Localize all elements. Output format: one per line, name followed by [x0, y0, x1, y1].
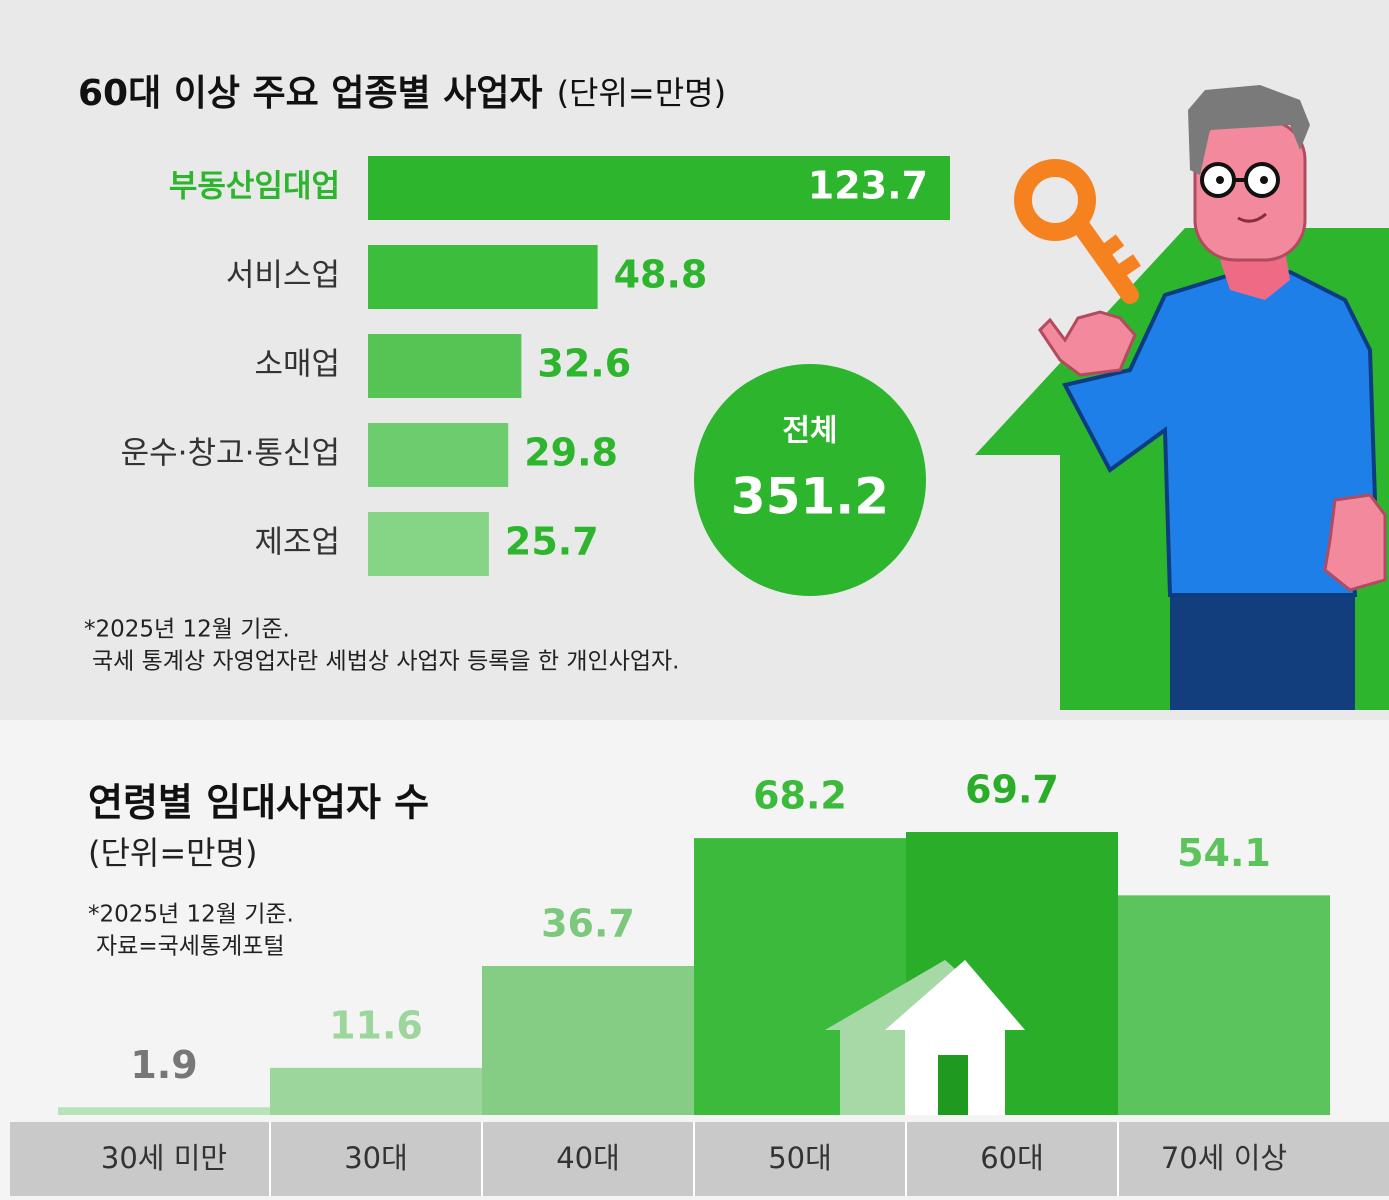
bar: [368, 334, 522, 398]
category-label: 70세 이상: [1161, 1141, 1287, 1175]
key-tooth: [1111, 254, 1141, 281]
key-tooth: [1095, 234, 1125, 261]
value-label: 25.7: [505, 520, 599, 564]
eye: [1260, 176, 1268, 184]
unit-text: (단위=만명): [557, 74, 727, 112]
chart-title: 60대 이상 주요 업종별 사업자 (단위=만명): [78, 73, 726, 114]
category-label: 소매업: [254, 347, 340, 383]
bar: [270, 1067, 482, 1115]
value-label: 11.6: [329, 1003, 423, 1047]
key: [1014, 159, 1141, 304]
category-label: 50대: [768, 1141, 832, 1175]
bar: [58, 1107, 270, 1115]
value-label: 123.7: [808, 164, 928, 208]
value-label: 68.2: [753, 774, 847, 818]
house-door: [938, 1055, 968, 1115]
value-label: 54.1: [1177, 831, 1271, 875]
illustration: [975, 85, 1389, 710]
bar: [482, 965, 694, 1115]
unit-text: (단위=만명): [88, 834, 258, 872]
note: 국세 통계상 자영업자란 세법상 사업자 등록을 한 개인사업자.: [92, 649, 680, 675]
total-circle: [694, 364, 926, 596]
note: 자료=국세통계포털: [96, 934, 285, 960]
bar: [1118, 895, 1330, 1115]
shirt: [1062, 269, 1378, 597]
value-label: 36.7: [541, 901, 635, 945]
house-icon: [825, 960, 1025, 1115]
bar: [368, 423, 509, 487]
category-label: 30대: [344, 1141, 408, 1175]
house-front: [885, 960, 1025, 1115]
value-label: 48.8: [614, 253, 708, 297]
category-label: 운수·창고·통신업: [121, 436, 340, 472]
category-label: 30세 미만: [101, 1141, 227, 1175]
bar: [368, 245, 598, 309]
value-label: 29.8: [524, 431, 618, 475]
chart-title: 연령별 임대사업자 수: [88, 781, 429, 825]
neck: [1220, 250, 1290, 300]
value-label: 69.7: [965, 768, 1059, 812]
bar: [368, 512, 489, 576]
eye: [1216, 176, 1224, 184]
total-label: 전체: [782, 414, 837, 449]
value-label: 1.9: [130, 1043, 197, 1087]
note: *2025년 12월 기준.: [88, 902, 294, 928]
category-label: 40대: [556, 1141, 620, 1175]
total-value: 351.2: [731, 468, 889, 526]
title-text: 60대 이상 주요 업종별 사업자: [78, 73, 543, 114]
hair: [1188, 85, 1310, 175]
mouth: [1237, 212, 1267, 223]
category-label: 60대: [980, 1141, 1044, 1175]
hand: [1323, 493, 1387, 592]
key-bow: [1014, 159, 1096, 241]
trousers: [1170, 585, 1355, 710]
note: *2025년 12월 기준.: [84, 617, 290, 643]
bar: [368, 156, 950, 220]
category-label: 제조업: [254, 525, 340, 561]
category-label: 서비스업: [226, 258, 340, 294]
hand: [1038, 310, 1137, 377]
category-strip: [10, 1122, 1389, 1196]
category-label: 부동산임대업: [169, 169, 340, 205]
value-label: 32.6: [537, 342, 631, 386]
